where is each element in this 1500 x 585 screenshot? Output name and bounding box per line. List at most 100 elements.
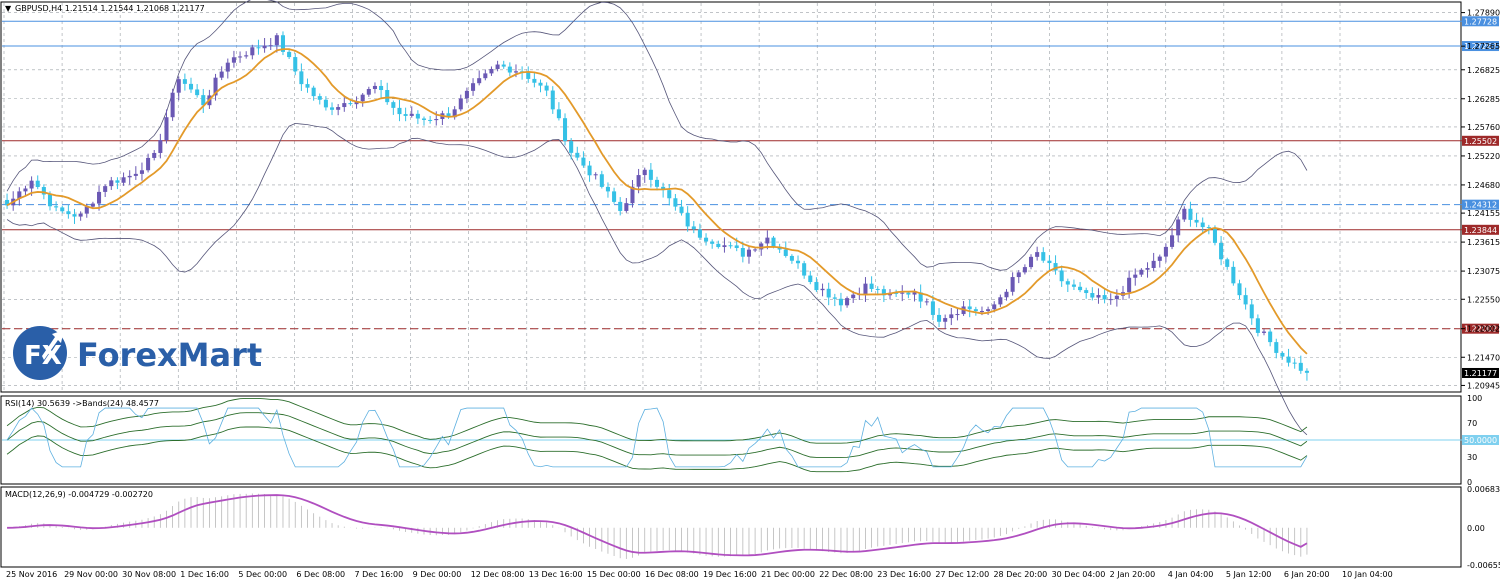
price-level-label: 1.27267 <box>1464 42 1497 51</box>
macd-panel[interactable] <box>0 486 1462 568</box>
candle-body <box>1035 252 1040 257</box>
candle-body <box>734 245 739 249</box>
price-level-label: 1.23844 <box>1464 226 1497 235</box>
time-axis: 25 Nov 2016 29 Nov 00:00 30 Nov 08:00 1 Dec… <box>6 570 1393 579</box>
candle-body <box>1059 270 1064 282</box>
candle-body <box>710 241 715 244</box>
price-tick-label: 1.20945 <box>1467 381 1500 390</box>
price-level-label: 1.21177 <box>1464 369 1497 378</box>
candle-body <box>569 141 574 153</box>
candle-body <box>195 89 200 96</box>
candle-body <box>654 179 660 187</box>
candle-body <box>317 96 322 100</box>
candle-body <box>1274 342 1279 353</box>
time-tick-label: 21 Dec 00:00 <box>761 570 815 579</box>
candle-body <box>1151 260 1156 268</box>
candle-body <box>1078 286 1083 291</box>
candle-body <box>630 186 635 204</box>
candle-body <box>863 283 868 295</box>
candle-body <box>1206 227 1211 229</box>
candle-body <box>581 157 586 166</box>
candle-body <box>72 214 77 217</box>
candle-body <box>268 45 273 47</box>
candle-body <box>23 188 28 192</box>
price-tick-label: 1.23615 <box>1467 238 1500 247</box>
time-tick-label: 4 Jan 04:00 <box>1168 570 1214 579</box>
candle-body <box>1139 269 1144 275</box>
candle-body <box>900 292 905 294</box>
candle-body <box>287 51 292 58</box>
candle-body <box>1108 299 1113 301</box>
candle-body <box>881 289 886 296</box>
candle-body <box>464 90 469 99</box>
candle-body <box>845 298 850 306</box>
candle-body <box>1004 291 1009 298</box>
candle-body <box>244 55 249 57</box>
candle-body <box>397 107 402 115</box>
candle-body <box>60 207 65 212</box>
macd-signal-line <box>7 494 1308 557</box>
candle-body <box>918 292 923 302</box>
time-tick-label: 22 Dec 08:00 <box>819 570 873 579</box>
candle-body <box>753 249 758 251</box>
candle-body <box>642 169 647 176</box>
candle-body <box>1188 208 1193 220</box>
rsi-level-label: 50.0000 <box>1464 436 1497 445</box>
candle-body <box>41 187 46 195</box>
candle-body <box>967 306 972 310</box>
candle-body <box>1261 331 1267 333</box>
candle-body <box>360 94 365 102</box>
candle-body <box>593 174 598 176</box>
candle-body <box>182 79 187 84</box>
candle-body <box>280 35 286 52</box>
price-level-label: 1.24312 <box>1464 201 1497 210</box>
logo-text: ForexMart <box>77 336 262 374</box>
candle-body <box>1084 290 1089 294</box>
lower-band-line <box>6 122 1308 436</box>
macd-indicator: 0.006834 0.00 -0.006553 <box>7 485 1500 570</box>
rsi-tick-label: 30 <box>1467 453 1477 462</box>
candle-body <box>1225 259 1230 267</box>
candle-body <box>1268 331 1273 343</box>
candle-body <box>35 180 40 188</box>
candle-body <box>648 169 653 180</box>
candle-body <box>219 71 224 78</box>
candle-body <box>231 57 236 63</box>
main-header: GBPUSD,H4 1.21514 1.21544 1.21068 1.2117… <box>15 4 205 13</box>
candle-body <box>348 103 353 105</box>
candle-body <box>605 186 610 192</box>
candle-body <box>538 82 543 86</box>
candle-body <box>1047 260 1052 264</box>
rsi-line <box>6 407 1308 468</box>
candle-body <box>78 213 83 217</box>
candle-body <box>673 198 678 207</box>
candle-body <box>746 249 751 257</box>
price-tick-label: 1.24155 <box>1467 209 1500 218</box>
candle-body <box>84 206 89 214</box>
candle-body <box>115 180 120 183</box>
candle-body <box>238 56 243 58</box>
candle-body <box>90 203 95 207</box>
candle-body <box>164 117 169 141</box>
candle-body <box>1231 266 1236 284</box>
candle-body <box>973 309 978 312</box>
main-price-panel[interactable] <box>0 1 1462 393</box>
price-level-tag <box>1462 323 1499 334</box>
macd-tick-label: 0.00 <box>1467 524 1485 533</box>
candle-body <box>1114 295 1119 300</box>
candle-body <box>667 190 672 199</box>
candle-body <box>1022 267 1027 273</box>
candle-body <box>1016 272 1021 278</box>
candle-body <box>188 83 194 90</box>
bollinger-bands <box>6 0 1308 436</box>
price-level-tag <box>1462 135 1499 146</box>
candle-body <box>937 314 942 322</box>
time-tick-label: 2 Jan 20:00 <box>1110 570 1156 579</box>
candle-body <box>1163 246 1168 257</box>
candle-body <box>661 186 666 191</box>
price-tick-label: 1.23075 <box>1467 267 1500 276</box>
chart-menu-arrow[interactable]: ▼ <box>5 4 12 13</box>
candle-body <box>5 199 10 206</box>
price-level-label: 1.27728 <box>1464 17 1497 26</box>
